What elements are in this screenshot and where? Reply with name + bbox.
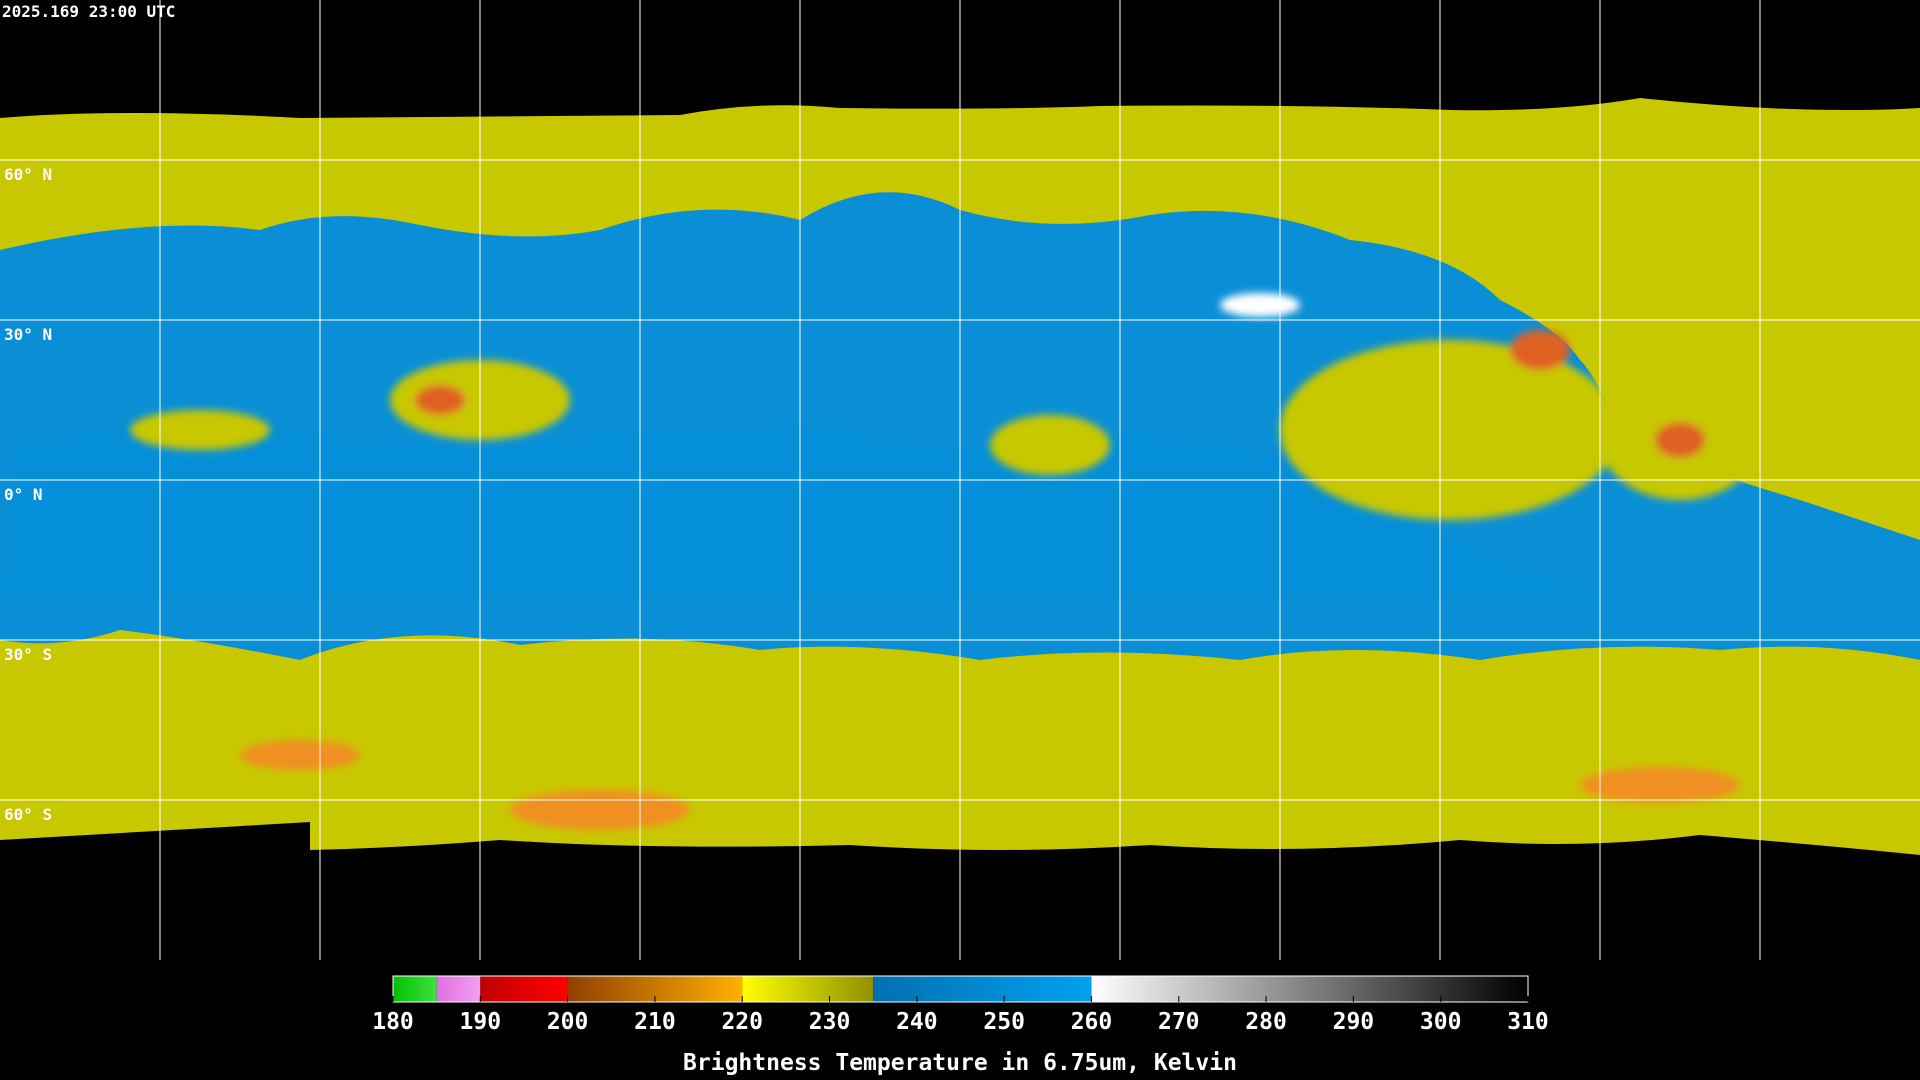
colorbar-tick-label: 200 <box>547 1009 589 1035</box>
colorbar-tick-label: 270 <box>1158 1009 1200 1035</box>
colorbar-segment <box>742 976 874 1002</box>
latitude-label: 30° S <box>4 645 52 664</box>
latitude-label: 0° N <box>4 485 43 504</box>
colorbar-tick-label: 210 <box>634 1009 676 1035</box>
latitude-label: 60° S <box>4 805 52 824</box>
colorbar: 180 190 200 210 220 230 240 250 260 270 280 290 300 3… <box>372 975 1549 1035</box>
colorbar-tick-label: 220 <box>721 1009 763 1035</box>
colorbar-title: Brightness Temperature in 6.75um, Kelvin <box>683 1050 1237 1076</box>
colorbar-segment <box>393 976 437 1002</box>
colorbar-frame <box>392 975 1529 1003</box>
colorbar-tick-label: 230 <box>809 1009 851 1035</box>
colorbar-tick-label: 300 <box>1420 1009 1462 1035</box>
colorbar-tick-label: 180 <box>372 1009 414 1035</box>
graticule <box>0 0 1920 960</box>
colorbar-tick-label: 190 <box>460 1009 502 1035</box>
colorbar-tick-label: 310 <box>1507 1009 1549 1035</box>
colorbar-segment <box>436 976 481 1002</box>
timestamp: 2025.169 23:00 UTC <box>2 2 175 21</box>
latitude-label: 30° N <box>4 325 52 344</box>
latitude-label: 60° N <box>4 165 52 184</box>
colorbar-tick-label: 290 <box>1333 1009 1375 1035</box>
colorbar-segment <box>1091 976 1528 1002</box>
colorbar-tick-label: 240 <box>896 1009 938 1035</box>
latitude-labels: 60° N 30° N 0° N 30° S 60° S <box>4 165 52 824</box>
colorbar-tick-label: 260 <box>1071 1009 1113 1035</box>
colorbar-segment <box>480 976 568 1002</box>
colorbar-tick-label: 280 <box>1245 1009 1287 1035</box>
colorbar-tick-label: 250 <box>983 1009 1025 1035</box>
colorbar-segment <box>873 976 1092 1002</box>
